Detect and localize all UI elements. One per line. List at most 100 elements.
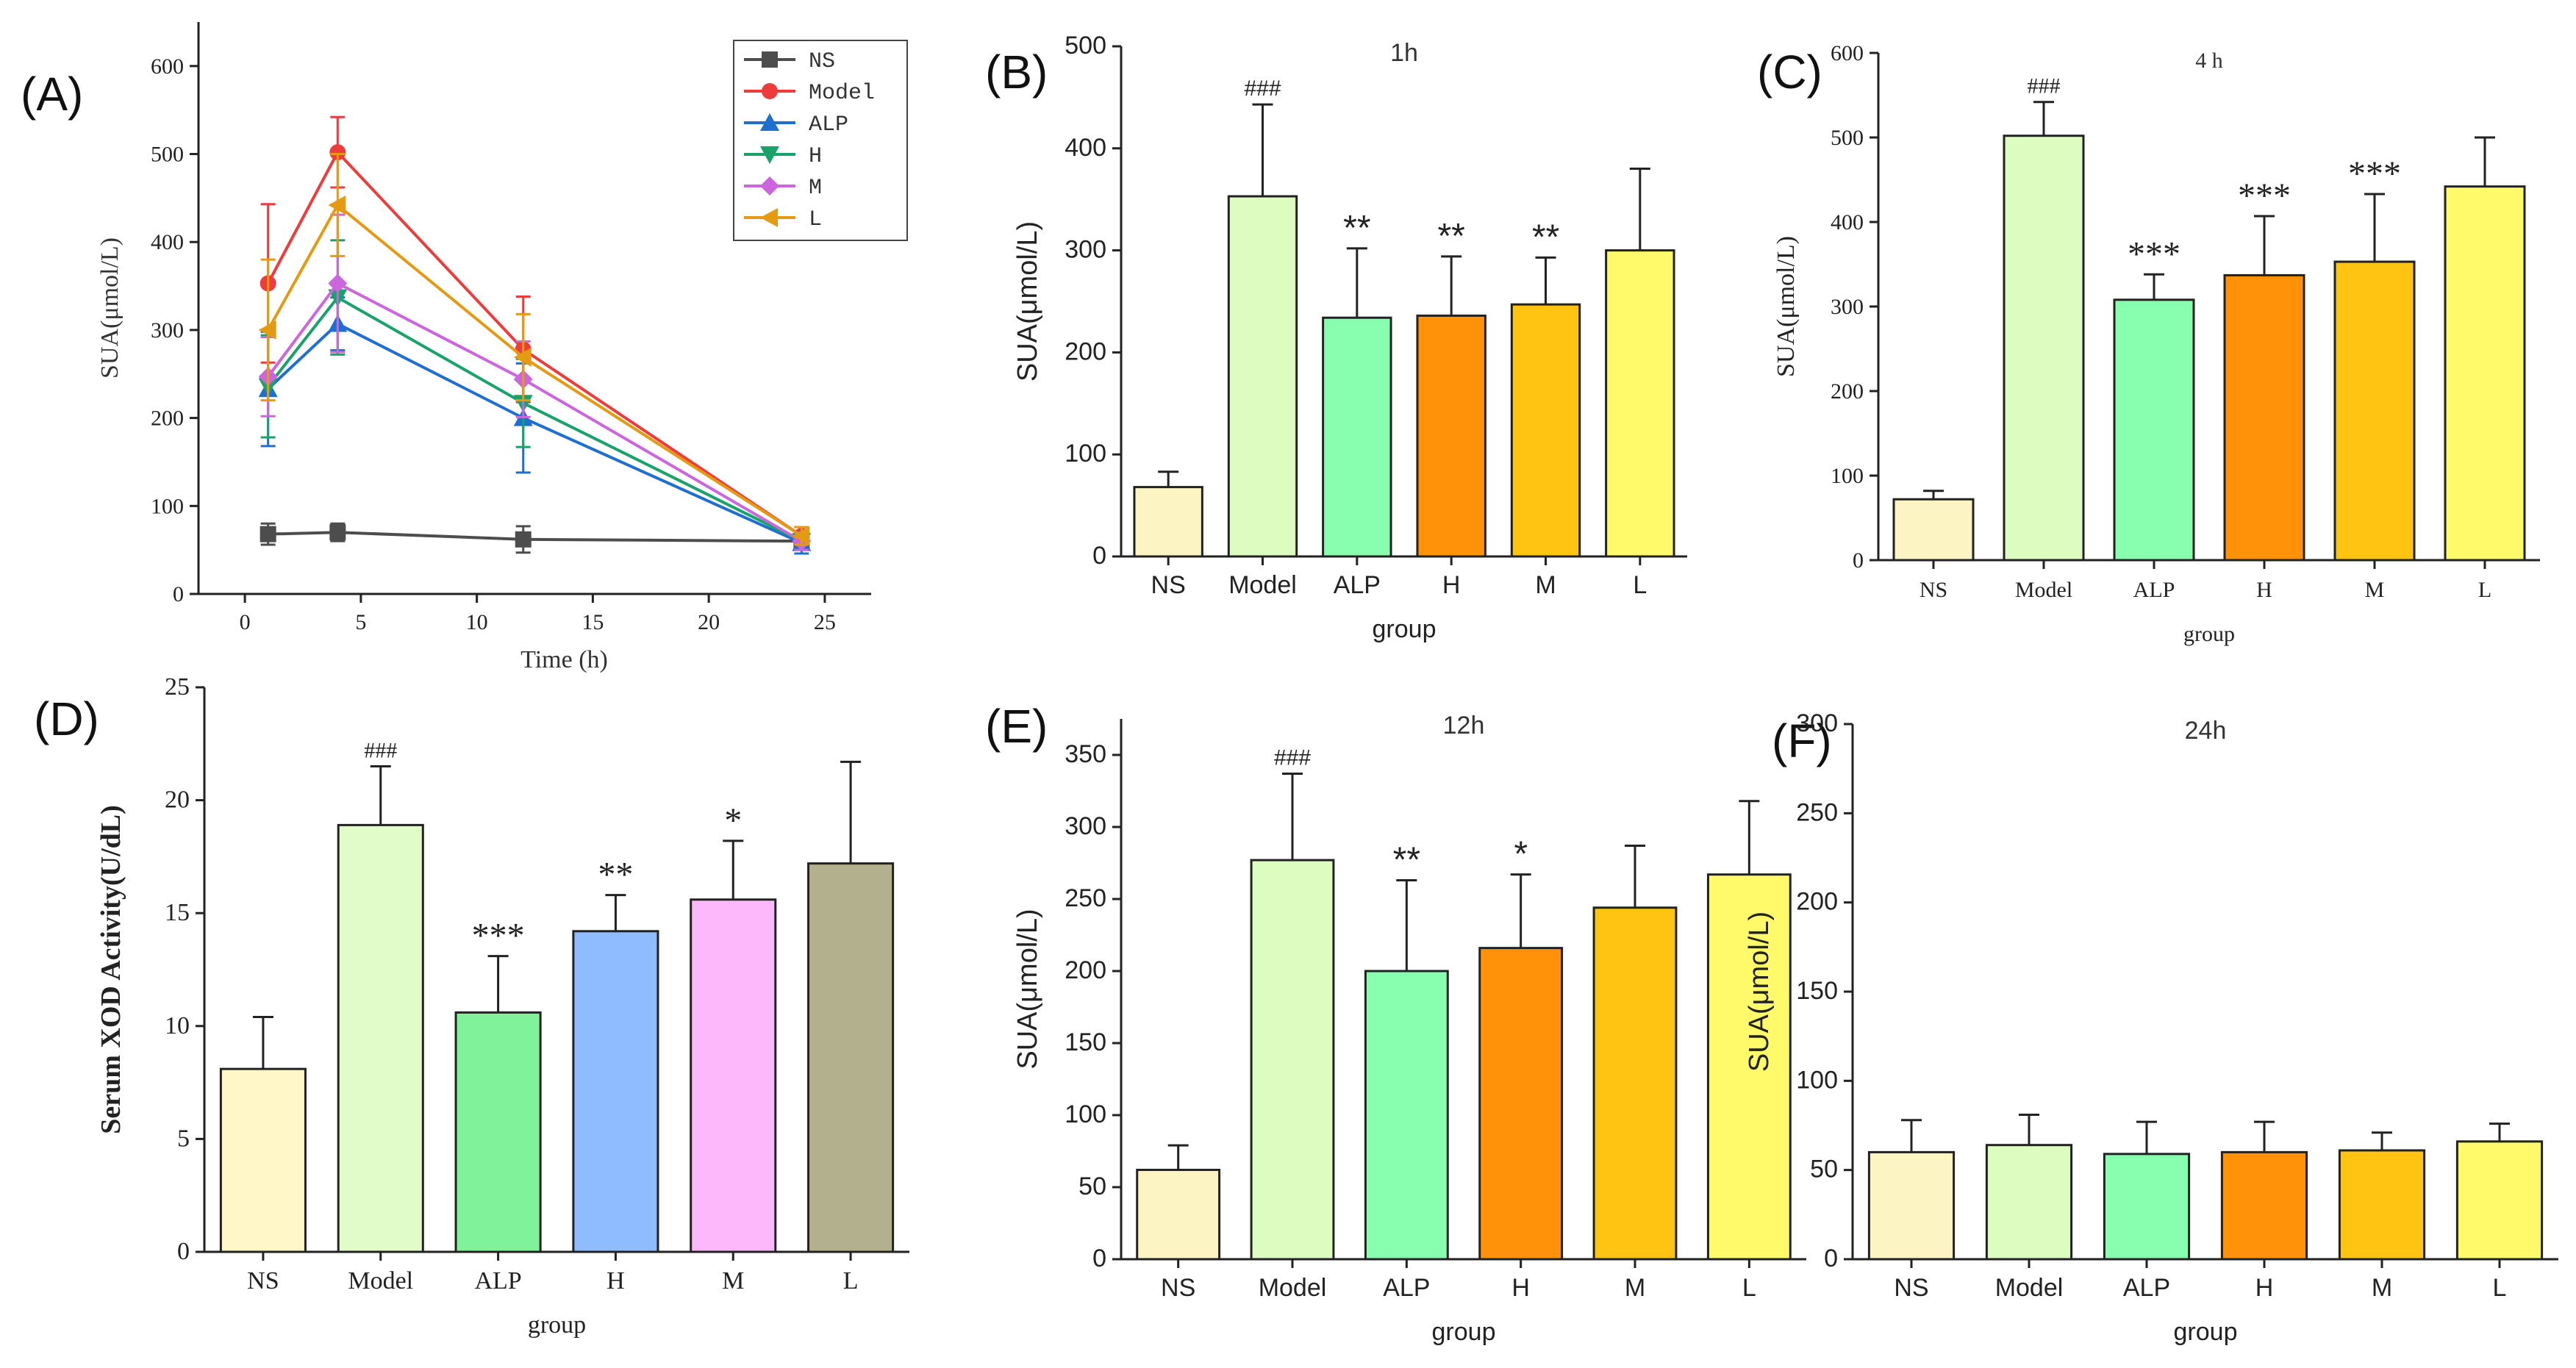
panel-label-f: (F) [1772,715,1832,767]
series-line-alp [267,322,803,545]
y-tick-label: 300 [151,318,184,343]
legend-label: NS [809,49,835,74]
x-axis-label: Time (h) [520,646,608,673]
legend-marker [762,51,778,68]
legend-marker [760,208,778,227]
x-tick-label: Model [348,1267,413,1294]
y-tick-label: 0 [1853,548,1864,573]
legend-label: ALP [809,112,848,137]
bar-l [807,862,895,1253]
y-axis-label: Serum XOD Activity(U/dL) [96,805,126,1134]
x-tick-label: L [1742,1274,1756,1302]
bar-h [1416,314,1486,558]
x-tick-label: 10 [466,610,488,634]
x-tick-label: 0 [240,610,251,634]
x-tick-label: L [2493,1274,2507,1302]
bar-l [2455,1140,2544,1261]
panel-label-e: (E) [985,700,1048,753]
y-tick-label: 350 [1065,740,1106,768]
bar-alp [2103,1153,2191,1261]
x-tick-label: ALP [1383,1274,1430,1302]
y-tick-label: 5 [177,1125,190,1152]
y-tick-label: 0 [1824,1245,1838,1272]
y-tick-label: 100 [151,494,184,518]
x-tick-label: Model [2015,578,2072,602]
y-tick-label: 200 [1831,379,1864,404]
data-point-l [792,526,810,546]
significance-mark: * [1514,835,1528,874]
chart-title: 12h [1443,712,1485,739]
y-axis-label: SUA(μmol/L) [1012,221,1043,382]
chart-title: 4 h [2195,49,2223,73]
x-tick-label: Model [1259,1274,1327,1302]
y-tick-label: 400 [1065,134,1106,162]
bar-model [1227,195,1298,558]
bar-alp [2113,298,2195,562]
y-tick-label: 500 [151,143,184,167]
panel-b-chart: 0 100 200 300 400 500 NS Model ### ALP ** H ** M ** L 1h… [1012,32,1687,643]
y-tick-label: 250 [1065,884,1106,912]
significance-mark: ### [1274,745,1311,770]
y-tick-label: 600 [1831,41,1864,65]
data-point-model [329,144,346,161]
x-tick-label: NS [1920,578,1947,602]
panel-f-chart: 0 50 100 150 200 250 300 NS Model ALP H M L 24h group S… [1744,709,2558,1346]
bar-h [2223,273,2305,562]
x-tick-label: H [2256,578,2272,602]
panel-label-c: (C) [1757,46,1822,99]
x-axis-label: group [2183,622,2235,646]
y-tick-label: 10 [165,1012,190,1039]
bar-h [572,930,659,1253]
data-point-ns [329,524,346,541]
y-tick-label: 500 [1065,32,1106,60]
y-tick-label: 0 [1092,542,1106,570]
y-tick-label: 200 [1065,956,1106,984]
bar-alp [454,1011,542,1253]
y-tick-label: 250 [1796,798,1838,826]
y-tick-label: 300 [1065,812,1106,840]
significance-mark: *** [2128,234,2180,273]
significance-mark: ### [1244,76,1281,101]
y-tick-label: 150 [1065,1028,1106,1056]
legend-marker [762,83,778,99]
data-point-ns [260,526,276,542]
y-tick-label: 400 [1831,210,1864,234]
x-tick-label: NS [1151,571,1186,599]
y-tick-label: 20 [165,787,190,814]
significance-mark: *** [472,917,525,956]
x-tick-label: M [722,1267,744,1294]
legend-label: H [809,144,822,169]
bar-ns [1136,1168,1221,1261]
x-tick-label: H [2255,1274,2274,1302]
significance-mark: *** [2348,154,2401,193]
series-line-model [266,149,803,537]
panel-label-d: (D) [34,692,99,745]
x-tick-label: ALP [2123,1274,2170,1302]
data-point-m [328,273,348,293]
x-tick-label: M [2365,578,2385,602]
x-tick-label: NS [247,1267,279,1294]
y-tick-label: 100 [1065,440,1106,468]
series-line-h [267,296,803,542]
x-tick-label: NS [1894,1274,1928,1302]
legend-box [733,40,908,241]
series-line-m [267,281,803,542]
panel-c-chart: 0 100 200 300 400 500 600 NS Model ### ALP *** H *** M… [1772,41,2540,646]
significance-mark: ### [2028,74,2061,99]
bar-alp [1364,970,1449,1261]
x-tick-label: 20 [698,610,720,634]
x-axis-label: group [528,1311,586,1339]
x-tick-label: NS [1161,1274,1195,1302]
series-line-ns [268,531,802,543]
bar-m [2338,1149,2426,1261]
x-tick-label: 25 [814,610,836,634]
bar-m [690,898,777,1253]
significance-mark: ### [364,739,397,763]
x-tick-label: ALP [1334,571,1381,599]
bar-alp [1322,316,1392,558]
y-tick-label: 300 [1831,295,1864,319]
y-tick-label: 500 [1831,126,1864,150]
y-tick-label: 150 [1796,977,1838,1005]
